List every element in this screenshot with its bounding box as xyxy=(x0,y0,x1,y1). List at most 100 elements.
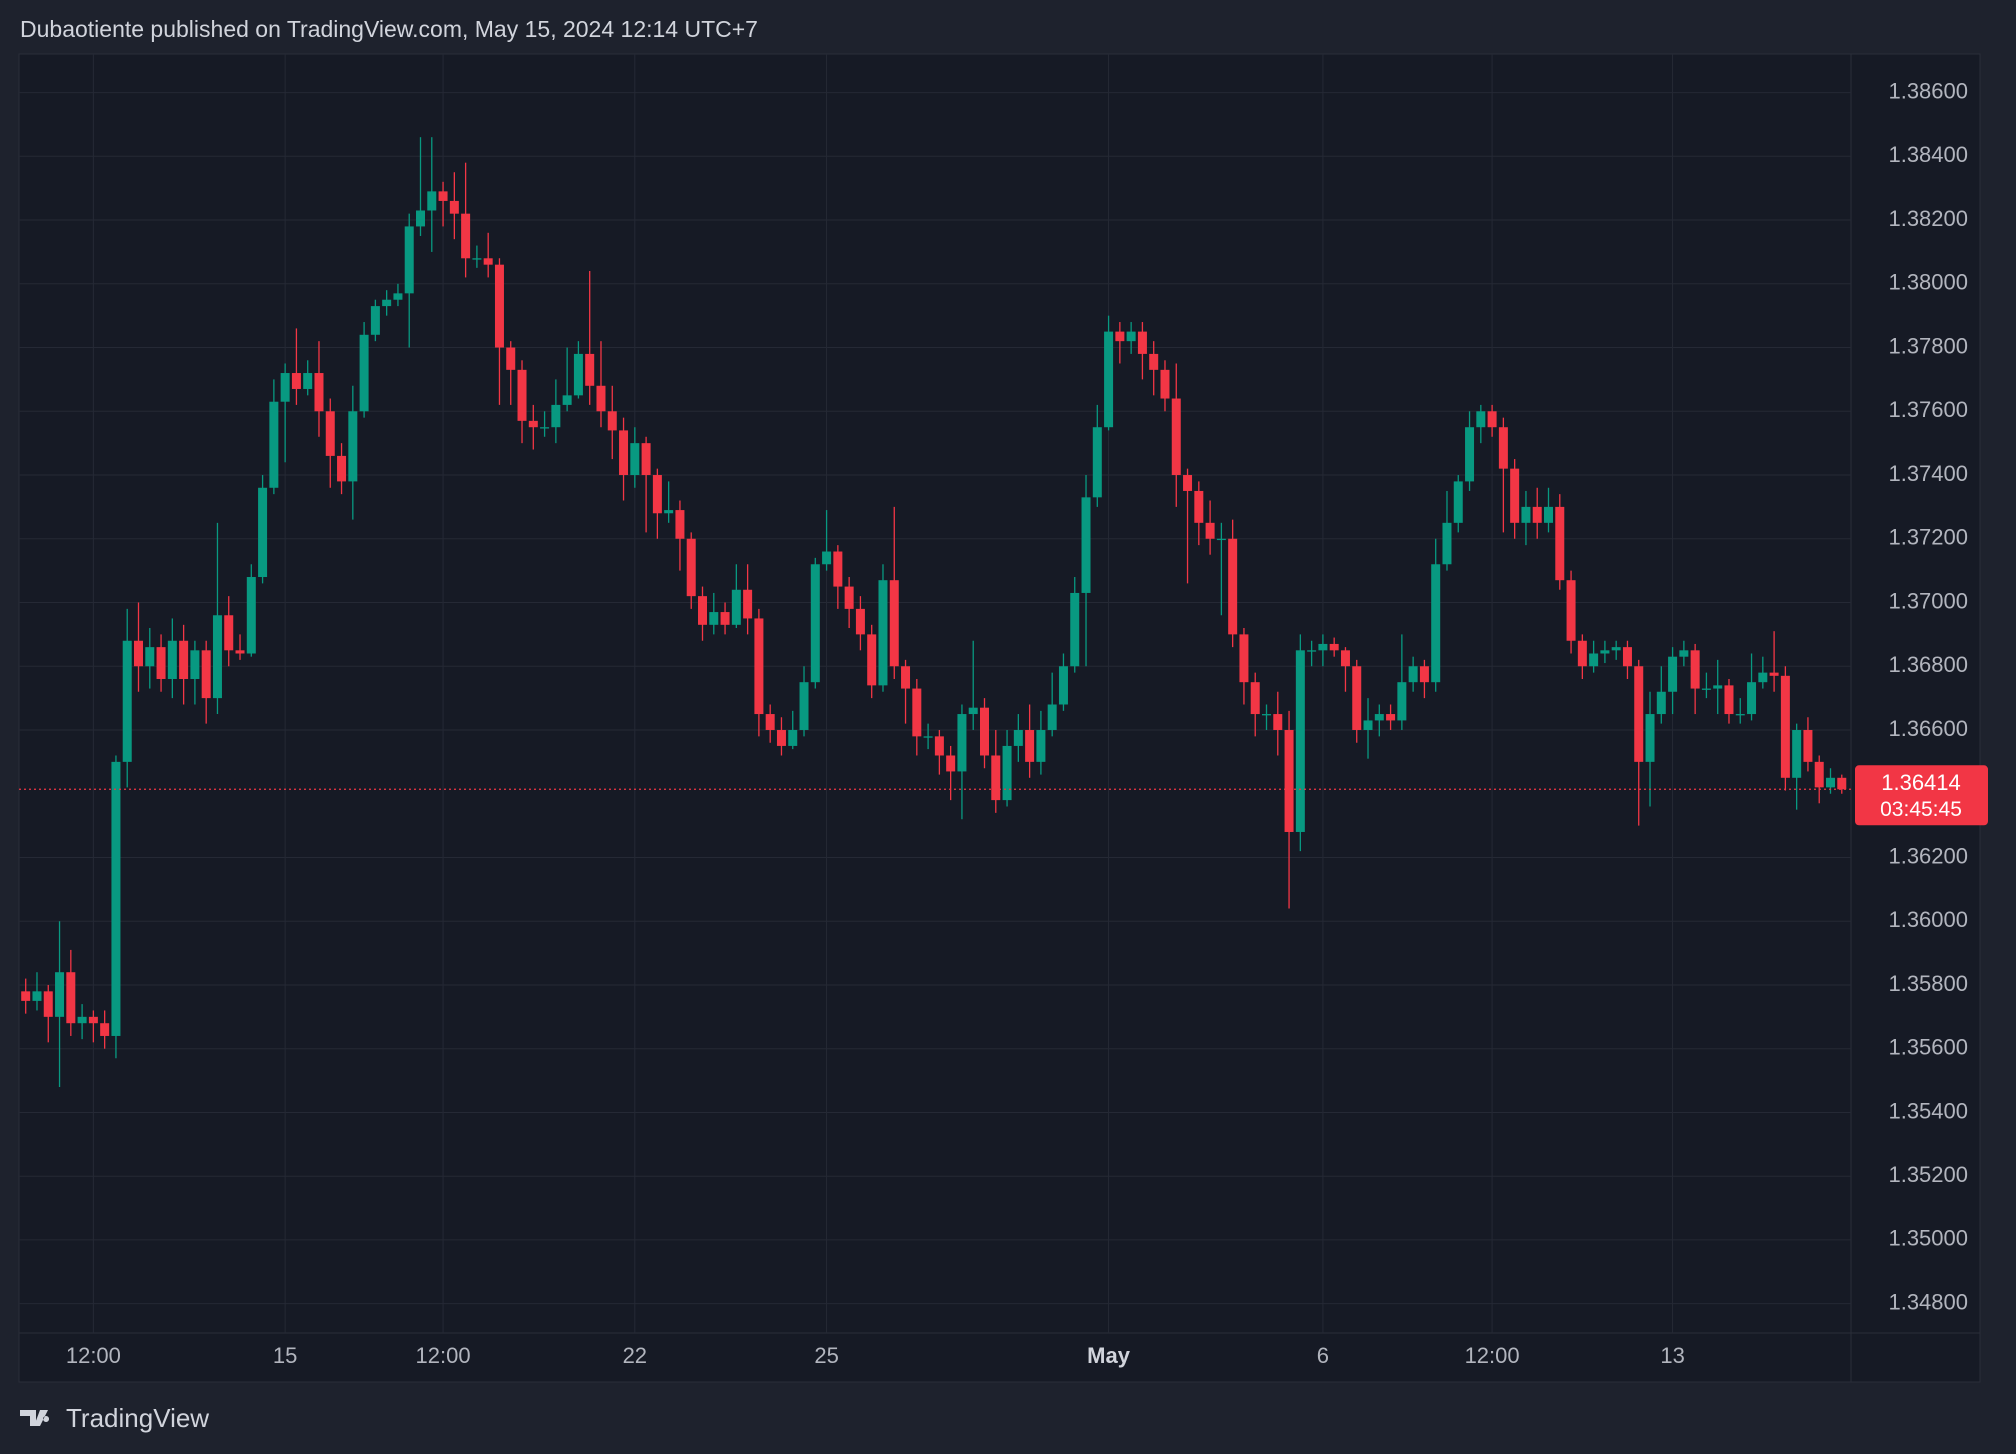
candle-body xyxy=(1521,506,1531,523)
candle-body xyxy=(1803,729,1813,762)
candle-body xyxy=(167,640,177,679)
candle-body xyxy=(855,608,865,635)
candle-body xyxy=(145,647,155,667)
candle-body xyxy=(1566,580,1576,641)
candle-body xyxy=(1160,369,1170,399)
x-tick-label: 12:00 xyxy=(1465,1343,1520,1368)
y-tick-label: 1.35400 xyxy=(1888,1098,1968,1123)
candle-body xyxy=(1453,481,1463,523)
candle-body xyxy=(675,510,685,539)
candle-body xyxy=(1758,672,1768,683)
candle-body xyxy=(1250,682,1260,715)
candle-body xyxy=(1171,398,1181,476)
candle-body xyxy=(1622,647,1632,667)
candle-body xyxy=(1194,490,1204,523)
candle-body xyxy=(393,293,403,300)
candle-body xyxy=(957,714,967,772)
candle-body xyxy=(528,420,538,428)
candle-body xyxy=(156,647,166,679)
candle-body xyxy=(416,210,425,227)
candle-body xyxy=(382,299,392,307)
candle-body xyxy=(1058,666,1068,705)
candle-body xyxy=(190,650,200,679)
candle-body xyxy=(1690,650,1700,689)
candle-body xyxy=(1555,506,1565,581)
candle-body xyxy=(77,1016,87,1024)
y-tick-label: 1.35000 xyxy=(1888,1226,1968,1251)
y-tick-label: 1.34800 xyxy=(1888,1289,1968,1314)
candle-body xyxy=(291,373,301,389)
candle-body xyxy=(1532,506,1542,523)
candle-body xyxy=(585,353,595,386)
x-tick-label: May xyxy=(1087,1343,1131,1368)
candle-body xyxy=(1104,331,1114,428)
candle-body xyxy=(934,736,944,756)
y-tick-label: 1.36200 xyxy=(1888,843,1968,868)
candle-body xyxy=(923,736,933,738)
candle-body xyxy=(968,707,978,715)
candle-body xyxy=(833,551,843,587)
candle-body xyxy=(1115,331,1125,342)
candle-body xyxy=(258,487,268,578)
candles xyxy=(21,137,1847,1087)
candle-body xyxy=(1645,714,1655,762)
candle-body xyxy=(1352,666,1362,730)
candle-body xyxy=(1487,411,1497,428)
candle-body xyxy=(1126,331,1136,342)
candle-body xyxy=(122,640,132,762)
candle-body xyxy=(1442,522,1452,565)
candle-body xyxy=(1837,777,1847,790)
y-tick-label: 1.35200 xyxy=(1888,1162,1968,1187)
candle-body xyxy=(1498,427,1508,469)
brand-name: TradingView xyxy=(66,1403,209,1433)
y-tick-label: 1.37600 xyxy=(1888,397,1968,422)
candle-body xyxy=(596,385,606,412)
candle-body xyxy=(1307,650,1317,652)
y-tick-label: 1.36800 xyxy=(1888,652,1968,677)
candle-body xyxy=(607,411,617,431)
candle-body xyxy=(1397,682,1407,721)
candle-body xyxy=(1780,675,1790,778)
candle-body xyxy=(314,373,324,412)
candle-body xyxy=(1216,538,1226,541)
candle-body xyxy=(844,586,854,609)
candle-body xyxy=(280,373,290,402)
candle-body xyxy=(246,577,256,654)
candle-body xyxy=(619,430,629,476)
candle-body xyxy=(810,564,820,683)
candle-body xyxy=(540,427,550,429)
candle-body xyxy=(1611,647,1621,651)
chart-title: Dubaotiente published on TradingView.com… xyxy=(20,16,758,42)
candle-body xyxy=(1149,353,1159,370)
candle-body xyxy=(438,191,448,201)
candle-body xyxy=(1329,643,1339,651)
candle-body xyxy=(731,589,741,625)
candle-body xyxy=(867,634,877,686)
y-tick-label: 1.37800 xyxy=(1888,333,1968,358)
candle-body xyxy=(111,761,121,1036)
candle-body xyxy=(1668,656,1678,692)
candle-body xyxy=(201,650,211,699)
candle-body xyxy=(1205,522,1215,539)
candle-body xyxy=(1769,672,1779,676)
candle-body xyxy=(562,395,572,405)
candle-body xyxy=(134,640,143,667)
candle-body xyxy=(1002,745,1012,801)
candle-body xyxy=(1701,688,1711,690)
candle-body xyxy=(1025,729,1035,762)
candle-body xyxy=(472,258,482,260)
candle-body xyxy=(517,369,527,421)
candle-body xyxy=(1374,714,1384,721)
candle-body xyxy=(912,688,922,737)
candle-body xyxy=(1724,685,1734,715)
candle-body xyxy=(1510,468,1520,523)
candle-body xyxy=(720,612,730,625)
candle-body xyxy=(754,618,764,715)
candle-body xyxy=(1036,729,1046,762)
x-tick-label: 22 xyxy=(623,1343,647,1368)
candle-body xyxy=(1047,704,1057,730)
candle-body xyxy=(1713,685,1723,689)
candle-body xyxy=(212,615,222,699)
candle-body xyxy=(1431,564,1441,683)
last-price-label: 1.36414 xyxy=(1881,770,1961,795)
